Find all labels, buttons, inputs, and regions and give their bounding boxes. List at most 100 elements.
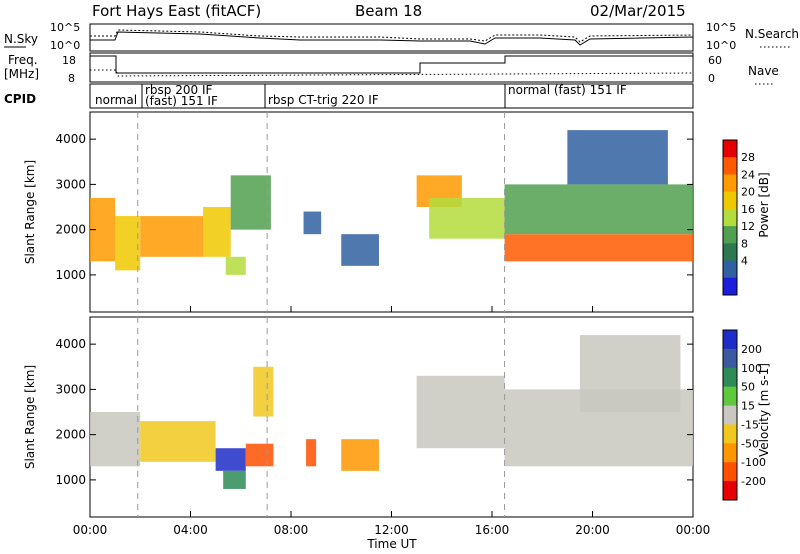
velocity-region-10 (579, 335, 681, 413)
noise-left-label: N.Sky (4, 32, 38, 46)
ytick-label-1-1: 3000 (55, 382, 86, 396)
ytick-label-1-0: 4000 (55, 337, 86, 351)
power-region-12 (567, 130, 668, 185)
vel-cbar-tick-5: -50 (741, 437, 759, 450)
power-cbar-frame (722, 139, 738, 296)
velocity-region-5 (253, 366, 274, 417)
cpid-mode-3: (fast) 151 IF (145, 94, 218, 108)
velocity-region-8 (416, 375, 505, 449)
freq-right-tick-bottom: 0 (708, 72, 715, 85)
vel-cbar-tick-3: 15 (741, 400, 755, 413)
velocity-region-2 (215, 448, 246, 471)
noise-right-tick-top: 10^5 (706, 21, 736, 34)
ytick-label-1-2: 2000 (55, 428, 86, 442)
xtick-label-1: 04:00 (173, 523, 208, 537)
power-cbar-swatch-3 (723, 191, 737, 210)
vel-cbar-swatch-2 (723, 367, 737, 388)
velocity-region-6 (306, 439, 317, 467)
noise-left-tick-bottom: 10^0 (50, 39, 80, 52)
cpid-panel (89, 83, 694, 109)
vel-cbar-swatch-1 (723, 348, 737, 369)
velocity-colorbar-title: Velocity [m s-1] (757, 363, 771, 457)
power-cbar-tick-6: 4 (741, 255, 748, 268)
vel-cbar-tick-4: -15 (741, 418, 759, 431)
velocity-region-4 (245, 443, 274, 467)
noise-right-tick-bottom: 10^0 (706, 39, 736, 52)
vel-cbar-tick-6: -100 (741, 456, 766, 469)
power-panel (89, 111, 694, 313)
cpid-label: CPID (4, 92, 36, 106)
power-ylabel: Slant Range [km] (23, 160, 37, 264)
power-cbar-swatch-8 (723, 277, 737, 296)
ytick-label-0-2: 2000 (55, 223, 86, 237)
cpid-mode-5: normal (fast) 151 IF (508, 83, 627, 97)
vel-cbar-swatch-4 (723, 405, 737, 425)
power-cbar-swatch-6 (723, 243, 737, 262)
velocity-region-3 (223, 470, 246, 489)
noise-right-label: N.Search (745, 27, 799, 41)
ytick-label-1-3: 1000 (55, 473, 86, 487)
xtick-label-3: 12:00 (374, 523, 409, 537)
power-cbar-swatch-5 (723, 226, 737, 244)
ytick-label-0-3: 1000 (55, 268, 86, 282)
ytick-label-0-1: 3000 (55, 177, 86, 191)
vel-cbar-swatch-6 (723, 443, 737, 463)
vel-cbar-tick-7: -200 (741, 475, 766, 488)
velocity-region-1 (140, 421, 216, 462)
noise-left-tick-top: 10^5 (50, 21, 80, 34)
power-cbar-swatch-4 (723, 208, 737, 227)
freq-label-line2: [MHz] (4, 67, 39, 81)
cpid-mode-4: rbsp CT-trig 220 IF (268, 93, 379, 107)
xtick-label-0: 00:00 (73, 523, 108, 537)
power-colorbar-title: Power [dB] (757, 172, 771, 237)
power-region-3 (203, 207, 231, 257)
power-region-6 (303, 211, 322, 235)
velocity-ylabel: Slant Range [km] (23, 365, 37, 469)
vel-cbar-swatch-5 (723, 424, 737, 444)
freq-line (90, 55, 693, 74)
xtick-label-4: 16:00 (475, 523, 510, 537)
date-label: 02/Mar/2015 (590, 2, 686, 20)
power-data (90, 130, 693, 275)
power-region-7 (341, 234, 379, 266)
power-region-2 (140, 216, 204, 257)
x-ticks: 00:00 04:00 08:00 12:00 16:00 20:00 00:00 (73, 306, 711, 537)
velocity-data (90, 335, 693, 489)
y-ticks: 4000 3000 2000 1000 4000 3000 2000 1000 (55, 132, 693, 487)
velocity-panel (89, 316, 694, 518)
freq-label-line1: Freq. (8, 53, 38, 67)
power-cbar-swatch-7 (723, 260, 737, 279)
freq-left-tick-bottom: 8 (68, 72, 75, 85)
power-region-10 (504, 234, 693, 262)
noise-sky-line (90, 31, 694, 46)
power-region-9 (429, 197, 505, 239)
vel-cbar-tick-2: 50 (741, 381, 755, 394)
vel-cbar-tick-0: 200 (741, 343, 762, 356)
nave-line (90, 69, 694, 77)
cpid-mode-2: rbsp 200 IF (145, 83, 212, 97)
beam-label: Beam 18 (355, 2, 422, 20)
freq-panel (89, 52, 694, 83)
velocity-colorbar: 200 100 50 15 -15 -50 -100 -200 (722, 329, 766, 501)
power-region-4 (230, 175, 271, 230)
xtick-label-2: 08:00 (274, 523, 309, 537)
velocity-region-0 (90, 412, 141, 467)
vel-cbar-tick-1: 100 (741, 362, 762, 375)
power-cbar-tick-0: 28 (741, 151, 755, 164)
xtick-label-5: 20:00 (575, 523, 610, 537)
noise-search-line (90, 29, 694, 43)
ytick-label-0-0: 4000 (55, 132, 86, 146)
station-title: Fort Hays East (fitACF) (92, 2, 261, 20)
power-cbar-swatch-0 (723, 140, 737, 158)
x-axis-label: Time UT (366, 537, 417, 551)
power-cbar-swatch-1 (723, 157, 737, 175)
xtick-label-6: 00:00 (676, 523, 711, 537)
power-region-1 (115, 216, 141, 271)
power-cbar-tick-4: 12 (741, 220, 755, 233)
freq-right-tick-top: 60 (708, 54, 722, 67)
freq-left-tick-top: 18 (62, 54, 76, 67)
vel-cbar-frame (722, 329, 738, 501)
cpid-mode-1: normal (95, 93, 137, 107)
mode-change-lines (137, 112, 506, 517)
